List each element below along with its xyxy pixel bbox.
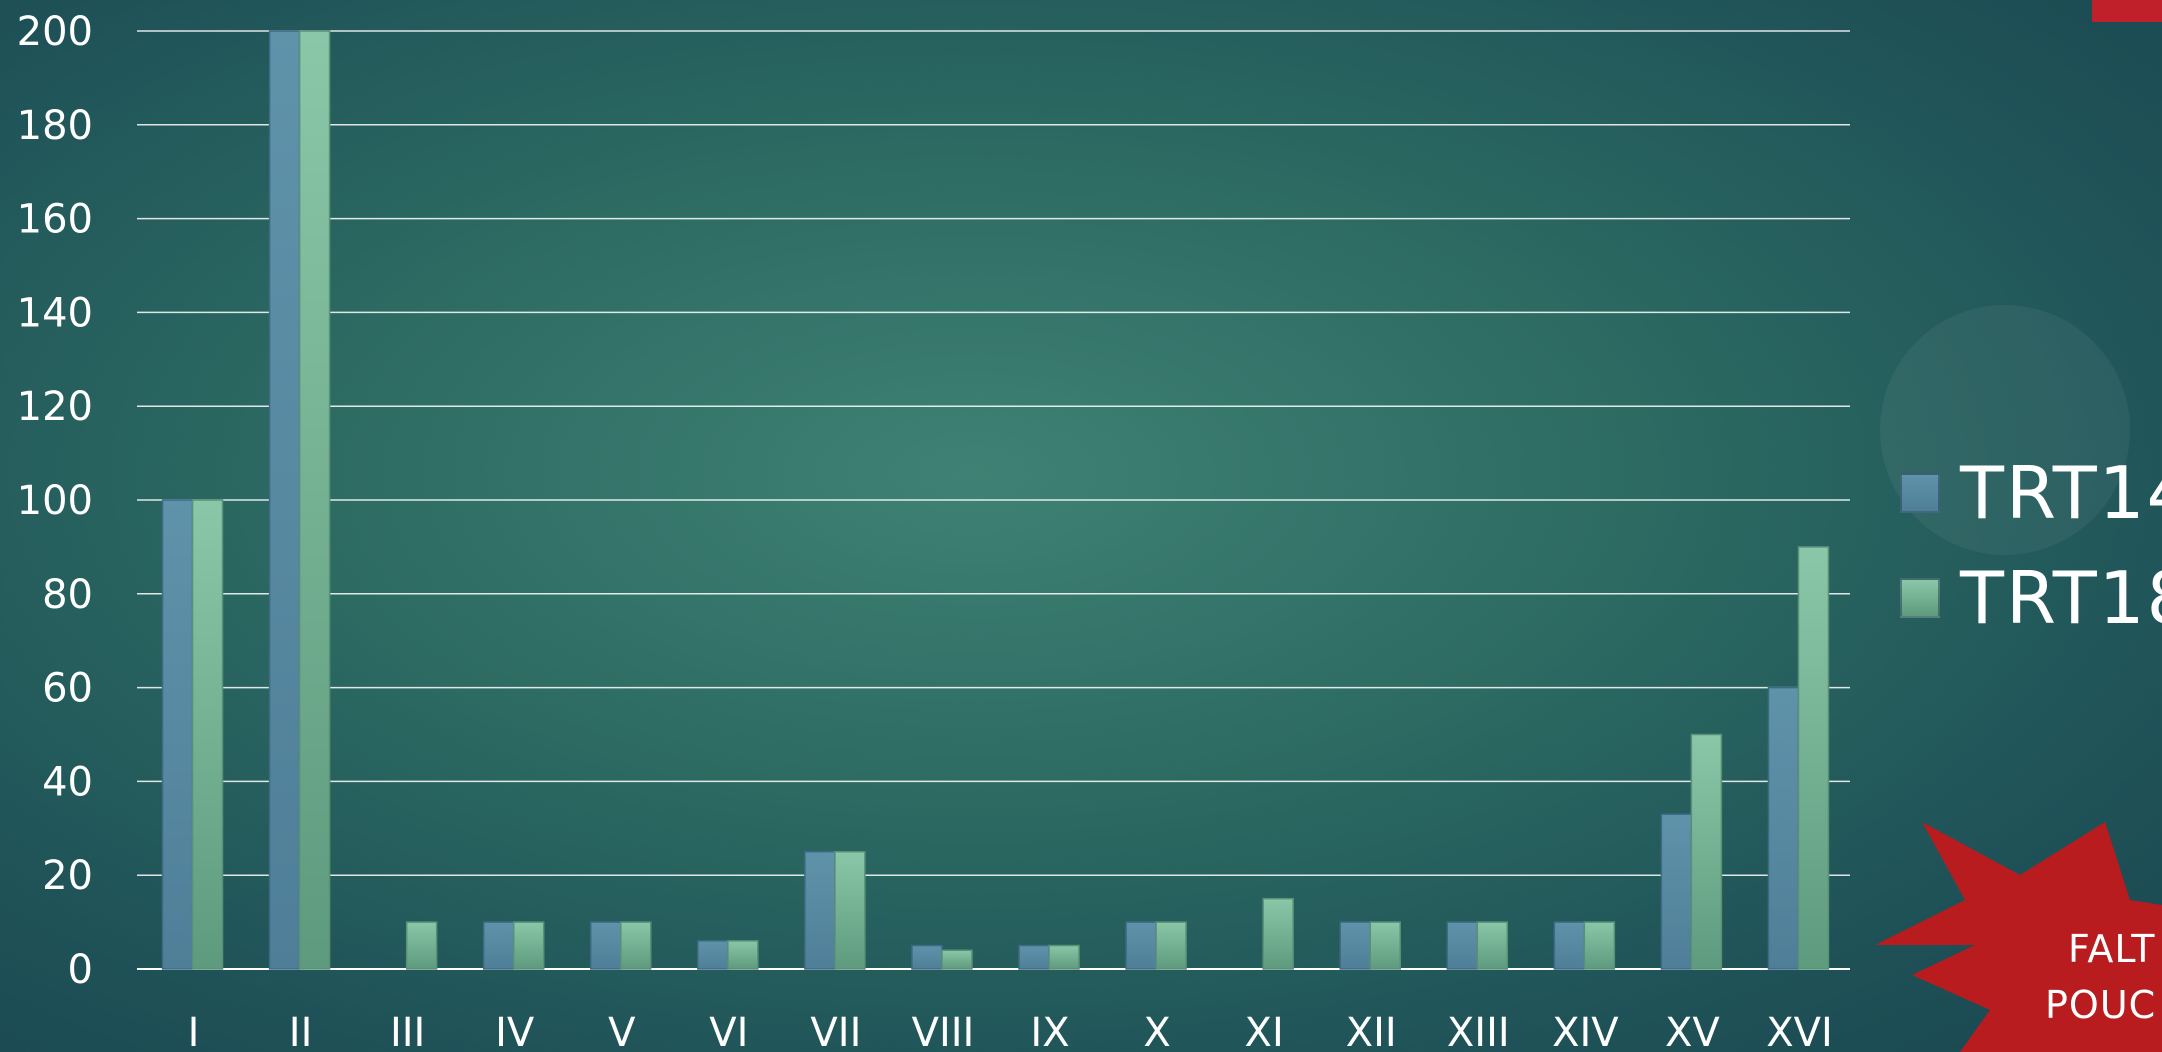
- x-tick-label: VIII: [912, 1010, 975, 1052]
- legend: TRT14 TRT18: [1900, 440, 2162, 650]
- bar-trt14-xvi: [1767, 686, 1800, 970]
- y-tick-label: 80: [42, 572, 93, 618]
- bar-trt18-xiv: [1583, 921, 1616, 970]
- legend-swatch-trt18: [1900, 577, 1940, 618]
- legend-swatch-trt14: [1900, 472, 1940, 513]
- y-tick-label: 180: [17, 103, 93, 149]
- x-tick-label: XII: [1346, 1010, 1397, 1052]
- y-tick-label: 20: [42, 853, 93, 899]
- x-tick-label: X: [1143, 1010, 1170, 1052]
- x-tick-label: III: [390, 1010, 425, 1052]
- badge-text-line2: POUC: [2045, 983, 2156, 1027]
- y-tick-label: 0: [68, 947, 93, 993]
- x-tick-label: XIV: [1552, 1010, 1619, 1052]
- bar-trt14-iv: [482, 921, 515, 970]
- bar-trt18-xii: [1369, 921, 1401, 970]
- x-tick-label: XIII: [1447, 1010, 1510, 1052]
- x-tick-label: XI: [1245, 1010, 1284, 1052]
- bar-trt18-x: [1155, 921, 1187, 970]
- bar-trt18-iv: [512, 921, 545, 970]
- bar-trt14-xiv: [1553, 921, 1586, 970]
- bar-trt18-ix: [1048, 944, 1080, 970]
- x-tick-label: II: [289, 1010, 313, 1052]
- y-tick-label: 120: [17, 384, 93, 430]
- bar-trt18-xi: [1262, 897, 1294, 970]
- bar-trt14-vii: [804, 851, 836, 970]
- bar-trt18-vi: [727, 940, 759, 970]
- bar-trt18-v: [620, 921, 652, 970]
- bar-trt18-i: [191, 499, 224, 970]
- x-tick-labels: I II III IV V VI VII VIII IX X XI XII XIII XIV XV XVI: [188, 1010, 1833, 1052]
- badge-text-line1: FALT: [2068, 927, 2156, 971]
- legend-item-trt18: TRT18: [1900, 545, 2162, 650]
- legend-label-trt18: TRT18: [1960, 555, 2162, 640]
- y-tick-label: 100: [17, 478, 93, 524]
- bar-trt18-ii: [298, 30, 331, 970]
- bar-trt14-x: [1125, 921, 1157, 970]
- y-tick-label: 200: [17, 9, 93, 55]
- bar-trt18-xvi: [1797, 546, 1830, 970]
- x-tick-label: IX: [1030, 1010, 1069, 1052]
- bar-trt18-iii: [405, 921, 438, 970]
- bar-trt18-xv: [1690, 733, 1723, 970]
- y-tick-label: 60: [42, 666, 93, 712]
- x-tick-label: XV: [1665, 1010, 1720, 1052]
- x-tick-label: XVI: [1766, 1010, 1833, 1052]
- bar-trt18-viii: [941, 949, 973, 970]
- x-tick-label: I: [188, 1010, 200, 1052]
- y-tick-labels: 0 20 40 60 80 100 120 140 160 180 200: [17, 9, 93, 993]
- starburst-shape: [1875, 822, 2162, 1052]
- bar-trt18-xiii: [1476, 921, 1509, 970]
- bar-trt18-vii: [834, 851, 866, 970]
- bars: [161, 30, 1830, 970]
- legend-item-trt14: TRT14: [1900, 440, 2162, 545]
- x-tick-label: VII: [810, 1010, 861, 1052]
- y-tick-label: 40: [42, 759, 93, 805]
- bar-trt14-xiii: [1446, 921, 1479, 970]
- bar-trt14-xii: [1339, 921, 1371, 970]
- x-tick-label: VI: [709, 1010, 748, 1052]
- x-tick-label: IV: [495, 1010, 535, 1052]
- bar-trt14-vi: [697, 940, 729, 970]
- x-tick-label: V: [608, 1010, 636, 1052]
- bar-trt14-xv: [1660, 813, 1693, 970]
- decorative-circle: [1880, 305, 2130, 555]
- y-tick-label: 140: [17, 290, 93, 336]
- corner-red-marker: [2092, 0, 2162, 22]
- legend-label-trt14: TRT14: [1960, 450, 2162, 535]
- y-tick-label: 160: [17, 197, 93, 243]
